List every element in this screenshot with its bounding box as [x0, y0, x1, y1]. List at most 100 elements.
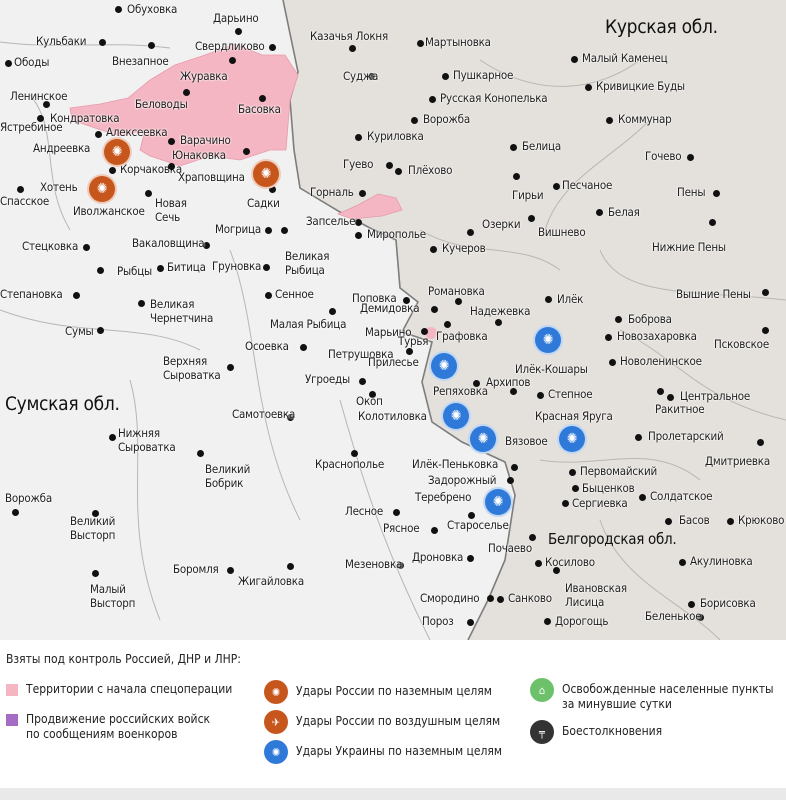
town-label[interactable]: Малая Рыбица — [270, 317, 347, 331]
town-label[interactable]: Русская Конопелька — [440, 91, 548, 105]
town-label[interactable]: Великий Высторп — [70, 514, 116, 542]
town-label[interactable]: Почаево — [488, 541, 532, 555]
town-label[interactable]: Белица — [522, 139, 561, 153]
town-label[interactable]: Мартыновка — [425, 35, 491, 49]
town-label[interactable]: Окоп — [356, 394, 383, 408]
town-label[interactable]: Ободы — [14, 55, 50, 69]
town-label[interactable]: Сумы — [65, 324, 94, 338]
town-label[interactable]: Белая — [608, 205, 640, 219]
ukraine-strike-explosion-icon[interactable]: ✺ — [429, 351, 459, 381]
town-label[interactable]: Ивановская Лисица — [565, 581, 627, 609]
map[interactable]: Обуховка Дарьино Кульбаки Ободы Внезапное Све… — [0, 0, 786, 640]
town-label[interactable]: Гуево — [343, 157, 374, 171]
town-label[interactable]: Рыбцы — [117, 264, 152, 278]
town-label[interactable]: Запселье — [306, 214, 356, 228]
town-label[interactable]: Битица — [167, 260, 206, 274]
town-label[interactable]: Санково — [508, 591, 552, 605]
town-label[interactable]: Илёк — [557, 292, 584, 306]
town-label[interactable]: Варачино — [180, 133, 231, 147]
town-label[interactable]: Великая Чернетчина — [150, 297, 214, 325]
town-label[interactable]: Басовка — [238, 102, 281, 116]
town-label[interactable]: Мирополье — [367, 227, 426, 241]
town-label[interactable]: Рясное — [383, 521, 420, 535]
town-label[interactable]: Боромля — [173, 562, 219, 576]
town-label[interactable]: Колотиловка — [358, 409, 427, 423]
town-label[interactable]: Казачья Локня — [310, 29, 388, 43]
town-label[interactable]: Борисовка — [700, 596, 756, 610]
town-label[interactable]: Сергиевка — [572, 496, 628, 510]
town-label[interactable]: Дмитриевка — [705, 454, 770, 468]
town-label[interactable]: Центральное — [680, 389, 751, 403]
town-label[interactable]: Сенное — [275, 287, 314, 301]
town-label[interactable]: Красная Яруга — [535, 409, 613, 423]
town-label[interactable]: Дарьино — [213, 11, 259, 25]
town-label[interactable]: Пушкарное — [453, 68, 514, 82]
town-label[interactable]: Свердликово — [195, 39, 265, 53]
town-label[interactable]: Кривицкие Буды — [596, 79, 685, 93]
town-label[interactable]: Старосельe — [447, 518, 509, 532]
town-label[interactable]: Илёк-Пеньковка — [412, 457, 499, 471]
ukraine-strike-explosion-icon[interactable]: ✺ — [441, 401, 471, 431]
town-label[interactable]: Груновка — [212, 259, 262, 273]
ukraine-strike-explosion-icon[interactable]: ✺ — [557, 424, 587, 454]
town-label[interactable]: Беловоды — [135, 97, 188, 111]
town-label[interactable]: Осоевка — [245, 339, 289, 353]
town-label[interactable]: Угроеды — [305, 372, 350, 386]
town-label[interactable]: Кульбаки — [36, 34, 87, 48]
town-label[interactable]: Плёхово — [408, 163, 453, 177]
town-label[interactable]: Степное — [548, 387, 593, 401]
town-label[interactable]: Вышние Пены — [676, 287, 751, 301]
town-label[interactable]: Корчаковка — [120, 162, 182, 176]
town-label[interactable]: Крюково — [738, 513, 785, 527]
town-label[interactable]: Пролетарский — [648, 429, 724, 443]
town-label[interactable]: Горналь — [310, 185, 354, 199]
town-label[interactable]: Вязовое — [505, 434, 548, 448]
town-label[interactable]: Степановка — [0, 287, 63, 301]
town-label[interactable]: Песчаное — [562, 178, 613, 192]
town-label[interactable]: Самотоевка — [232, 407, 296, 421]
town-label[interactable]: Смородино — [420, 591, 480, 605]
town-label[interactable]: Дорогощь — [555, 614, 609, 628]
town-label[interactable]: Лесное — [345, 504, 384, 518]
town-label[interactable]: Гирьи — [512, 188, 544, 202]
town-label[interactable]: Жигайловка — [238, 574, 304, 588]
town-label[interactable]: Петрушовка — [328, 347, 394, 361]
town-label[interactable]: Новая Сечь — [155, 196, 187, 224]
town-label[interactable]: Солдатское — [650, 489, 713, 503]
town-label[interactable]: Мезеновка — [345, 557, 403, 571]
town-label[interactable]: Псковское — [714, 337, 769, 351]
town-label[interactable]: Юнаковка — [172, 148, 226, 162]
town-label[interactable]: Задорожный — [428, 473, 497, 487]
town-label[interactable]: Садки — [247, 196, 280, 210]
town-label[interactable]: Кучеров — [442, 241, 486, 255]
ukraine-strike-explosion-icon[interactable]: ✺ — [483, 487, 513, 517]
town-label[interactable]: Ворожба — [5, 491, 52, 505]
town-label[interactable]: Внезапное — [112, 54, 169, 68]
town-label[interactable]: Хотень — [40, 180, 78, 194]
town-label[interactable]: Архипов — [486, 375, 531, 389]
town-label[interactable]: Могрица — [215, 222, 261, 236]
town-label[interactable]: Ястребиное — [0, 120, 63, 134]
town-label[interactable]: Теребрено — [415, 490, 472, 504]
russia-strike-explosion-icon[interactable]: ✺ — [102, 137, 132, 167]
town-label[interactable]: Великая Рыбица — [285, 249, 330, 277]
town-label[interactable]: Алексеевка — [106, 125, 168, 139]
town-label[interactable]: Обуховка — [127, 2, 178, 16]
town-label[interactable]: Журавка — [180, 69, 228, 83]
town-label[interactable]: Вакаловщина — [132, 236, 205, 250]
town-label[interactable]: Басов — [679, 513, 710, 527]
town-label[interactable]: Марьино — [365, 325, 412, 339]
town-label[interactable]: Поповка — [352, 291, 397, 305]
russia-strike-explosion-icon[interactable]: ✺ — [251, 159, 281, 189]
town-label[interactable]: Вишнево — [538, 225, 586, 239]
town-label[interactable]: Демидовка — [360, 301, 420, 315]
town-label[interactable]: Пены — [677, 185, 706, 199]
town-label[interactable]: Турья — [398, 334, 429, 348]
town-label[interactable]: Новоленинское — [620, 354, 702, 368]
town-label[interactable]: Романовка — [428, 284, 485, 298]
town-label[interactable]: Малый Высторп — [90, 582, 136, 610]
town-label[interactable]: Ворожба — [423, 112, 470, 126]
town-label[interactable]: Нижние Пены — [652, 240, 726, 254]
town-label[interactable]: Прилесье — [368, 355, 419, 369]
town-label[interactable]: Первомайский — [580, 464, 657, 478]
